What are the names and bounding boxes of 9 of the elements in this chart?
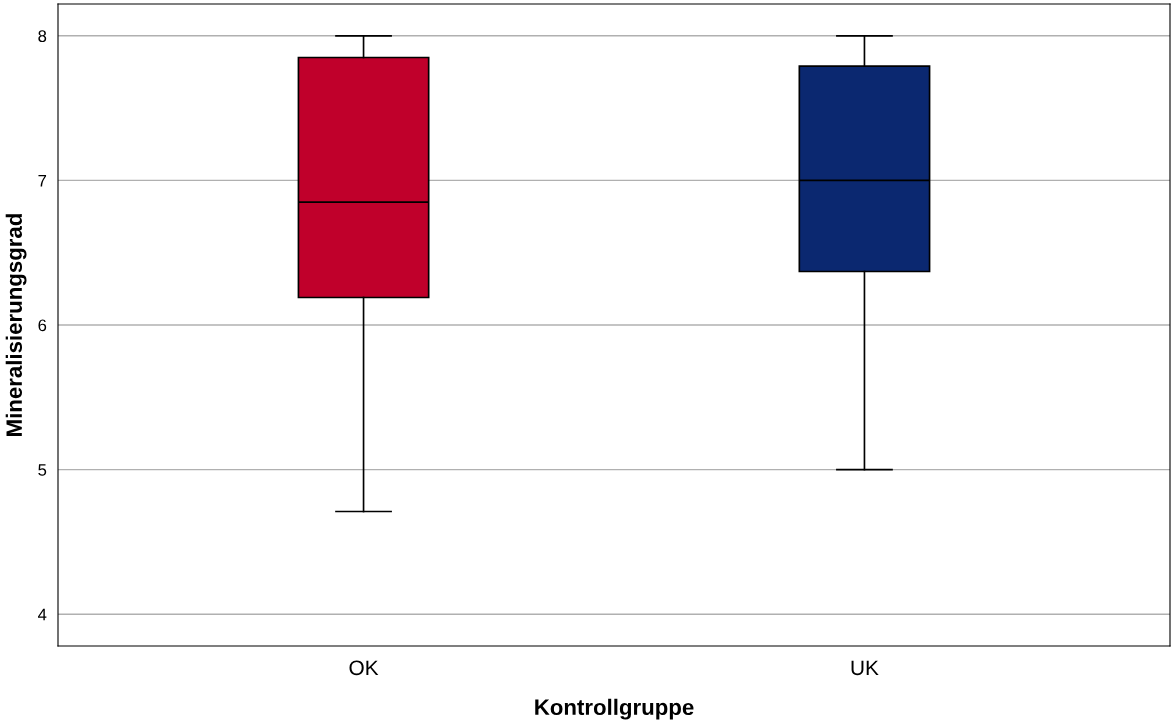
y-axis-title: Mineralisierungsgrad — [5, 214, 27, 436]
y-tick-label: 4 — [38, 608, 47, 621]
x-tick-label: UK — [851, 660, 879, 676]
x-axis-title: Kontrollgruppe — [535, 698, 694, 720]
y-tick-label: 8 — [38, 30, 47, 43]
y-tick-label: 5 — [38, 464, 47, 476]
y-tick-label: 7 — [38, 174, 47, 187]
y-tick-label: 6 — [38, 319, 47, 332]
x-tick-label: OK — [349, 660, 379, 676]
